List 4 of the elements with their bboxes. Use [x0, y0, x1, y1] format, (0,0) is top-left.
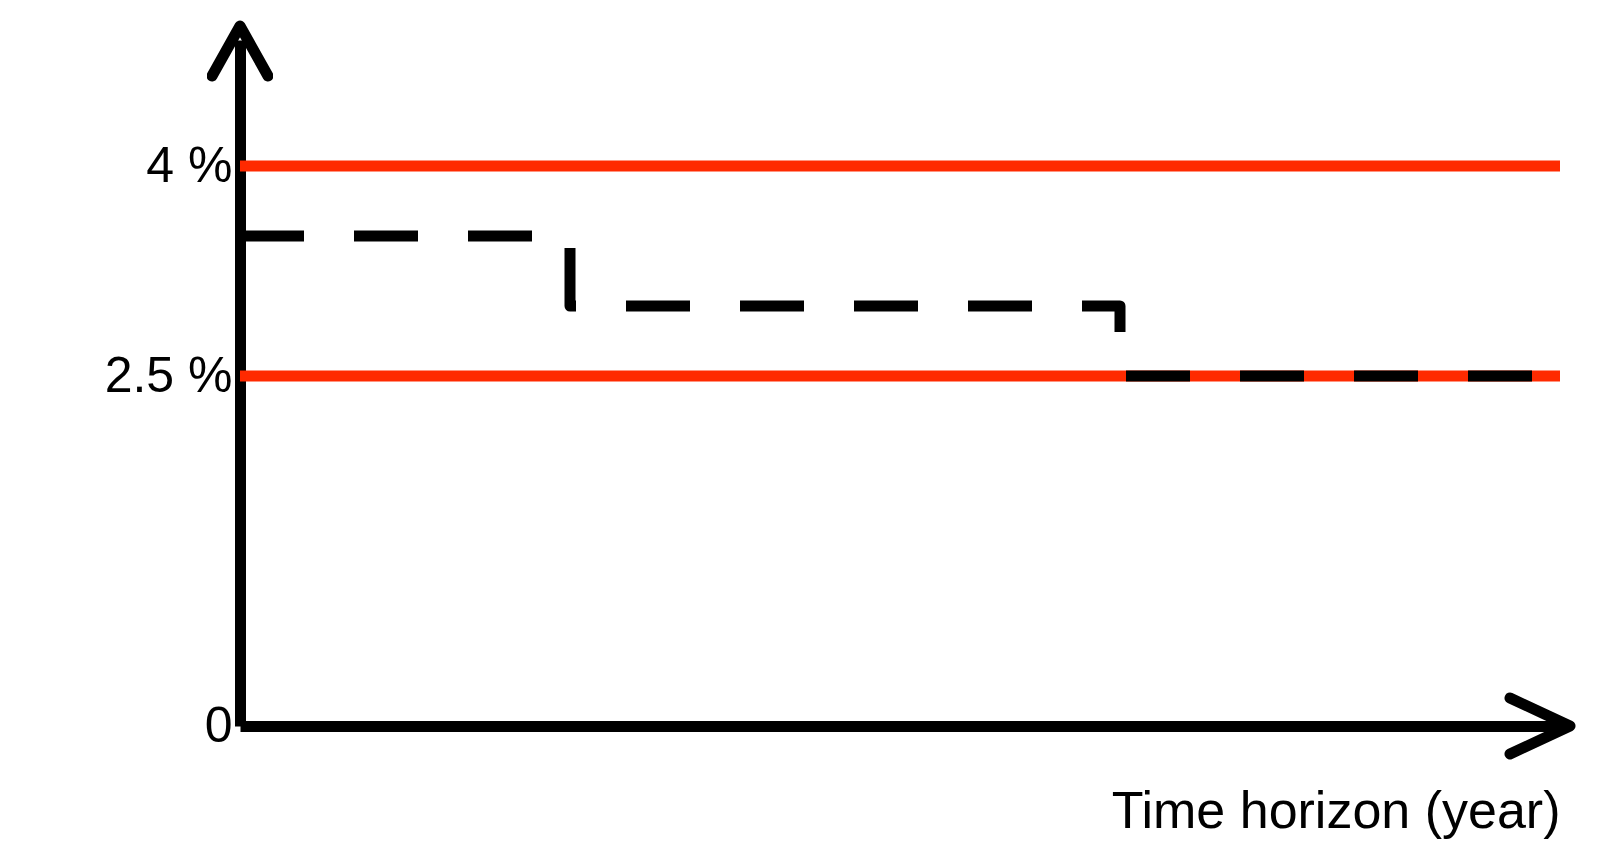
y-tick-label: 4 %	[146, 136, 233, 193]
y-tick-label: 0	[204, 696, 233, 753]
x-axis-title: Time horizon (year)	[1111, 780, 1561, 839]
y-tick-label: 2.5 %	[104, 346, 233, 403]
